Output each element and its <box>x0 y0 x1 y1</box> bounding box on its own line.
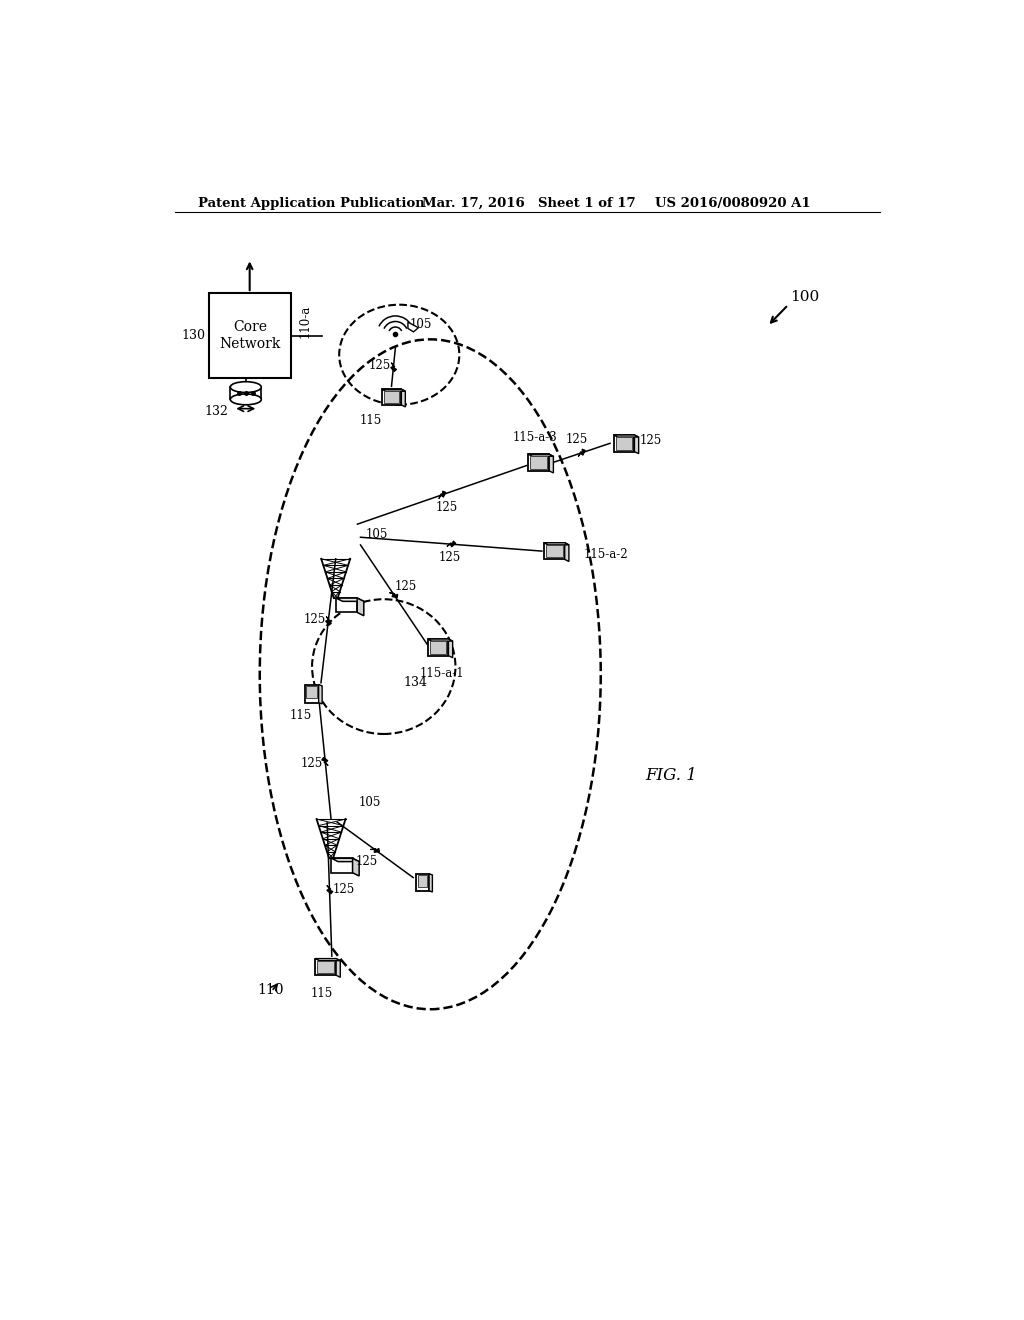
Text: 125: 125 <box>566 433 588 446</box>
Polygon shape <box>357 598 364 615</box>
Polygon shape <box>528 454 553 457</box>
Polygon shape <box>322 758 328 766</box>
Text: 125: 125 <box>300 756 323 770</box>
Bar <box>615 437 633 450</box>
Bar <box>317 961 334 973</box>
Bar <box>230 387 261 400</box>
Text: 100: 100 <box>791 290 820 304</box>
Bar <box>418 875 427 887</box>
Ellipse shape <box>230 395 261 405</box>
Bar <box>544 543 564 560</box>
Bar <box>332 858 352 873</box>
Polygon shape <box>371 849 380 853</box>
Text: 115-a-3: 115-a-3 <box>512 432 557 445</box>
Text: 125: 125 <box>356 854 378 867</box>
Polygon shape <box>439 491 445 499</box>
Text: 110: 110 <box>257 983 284 997</box>
Text: US 2016/0080920 A1: US 2016/0080920 A1 <box>655 197 811 210</box>
Text: 115: 115 <box>290 709 312 722</box>
Bar <box>528 454 549 471</box>
Polygon shape <box>428 639 453 642</box>
Polygon shape <box>315 958 340 961</box>
Polygon shape <box>401 389 406 407</box>
Bar <box>315 958 336 975</box>
Bar <box>305 685 318 702</box>
Text: 125: 125 <box>394 581 417 594</box>
Text: 115-a-1: 115-a-1 <box>420 667 464 680</box>
Bar <box>306 685 316 698</box>
Bar <box>416 874 429 891</box>
Bar <box>546 545 562 557</box>
Polygon shape <box>318 685 323 704</box>
Bar <box>428 639 449 656</box>
Text: 125: 125 <box>369 359 391 372</box>
Text: 115-a-2: 115-a-2 <box>584 548 629 561</box>
Bar <box>530 457 547 469</box>
Text: 105: 105 <box>366 528 387 541</box>
Polygon shape <box>429 874 432 892</box>
Bar <box>384 391 399 403</box>
Polygon shape <box>391 363 396 372</box>
Text: 130: 130 <box>181 329 206 342</box>
Polygon shape <box>544 543 569 545</box>
Polygon shape <box>352 858 359 876</box>
Text: 105: 105 <box>359 796 381 809</box>
Text: 125: 125 <box>303 612 326 626</box>
Polygon shape <box>327 886 333 894</box>
Text: 134: 134 <box>403 676 427 689</box>
Text: 125: 125 <box>439 552 461 565</box>
Text: Mar. 17, 2016 Sheet 1 of 17: Mar. 17, 2016 Sheet 1 of 17 <box>423 197 636 210</box>
Polygon shape <box>613 436 639 437</box>
Text: 125: 125 <box>640 434 662 446</box>
Ellipse shape <box>230 381 261 392</box>
Polygon shape <box>389 593 397 598</box>
Text: Patent Application Publication: Patent Application Publication <box>198 197 425 210</box>
Polygon shape <box>449 639 453 657</box>
Text: 125: 125 <box>333 883 354 895</box>
Polygon shape <box>579 449 586 457</box>
Text: FIG. 1: FIG. 1 <box>646 767 697 784</box>
Polygon shape <box>446 541 456 546</box>
Bar <box>209 293 291 378</box>
Text: 115: 115 <box>310 986 333 999</box>
Text: 105: 105 <box>410 318 432 331</box>
Bar <box>382 389 401 405</box>
Polygon shape <box>332 858 359 862</box>
Polygon shape <box>564 543 569 561</box>
Text: 125: 125 <box>435 502 458 515</box>
Polygon shape <box>336 598 364 602</box>
Polygon shape <box>382 389 406 391</box>
Polygon shape <box>326 616 332 626</box>
Bar <box>336 598 357 612</box>
Text: Core
Network: Core Network <box>219 321 281 351</box>
Bar <box>613 436 635 451</box>
Text: 115: 115 <box>360 413 382 426</box>
Text: 110-a: 110-a <box>298 305 311 338</box>
Polygon shape <box>336 958 340 977</box>
Polygon shape <box>549 454 553 473</box>
Polygon shape <box>408 322 419 331</box>
Text: 132: 132 <box>205 405 228 418</box>
Polygon shape <box>635 436 639 454</box>
Bar <box>430 642 446 653</box>
